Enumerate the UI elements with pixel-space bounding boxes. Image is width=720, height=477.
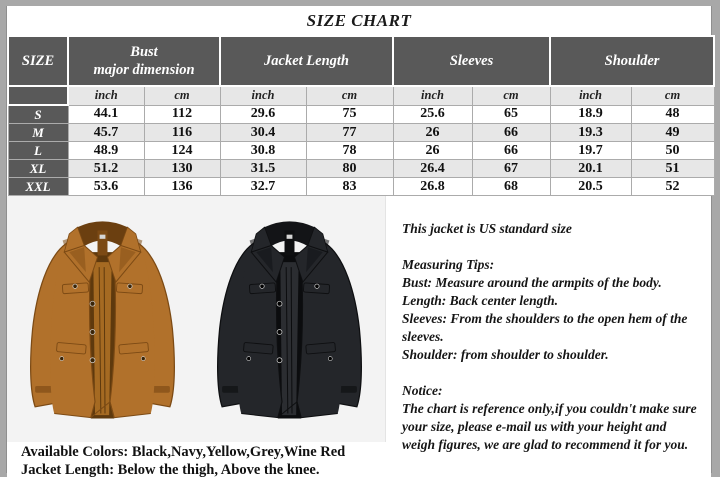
camel-coat-image — [11, 197, 194, 442]
col-header-size: SIZE — [7, 35, 69, 87]
product-photo — [7, 196, 386, 442]
black-coat-image — [198, 197, 381, 442]
table-cell: 45.7 — [67, 123, 145, 142]
tip-sleeves: Sleeves: From the shoulders to the open … — [402, 311, 688, 344]
table-cell: 124 — [143, 141, 221, 160]
table-cell: 65 — [471, 104, 551, 124]
table-cell: 26.8 — [392, 177, 473, 196]
table-cell: 26.4 — [392, 159, 473, 178]
table-cell: 32.7 — [219, 177, 307, 196]
size-row-s: S 44.1 112 29.6 75 25.6 65 18.9 48 — [7, 104, 715, 124]
table-cell: 25.6 — [392, 104, 473, 124]
notice-text: The chart is reference only,if you could… — [402, 401, 697, 452]
tip-length: Length: Back center length. — [402, 293, 558, 308]
table-cell: 75 — [305, 104, 394, 124]
table-cell: 49 — [630, 123, 715, 142]
table-cell: 66 — [471, 123, 551, 142]
page-title: SIZE CHART — [306, 10, 412, 30]
table-cell: 130 — [143, 159, 221, 178]
table-cell: 18.9 — [549, 104, 632, 124]
info-panel: This jacket is US standard size Measurin… — [386, 196, 711, 477]
table-cell — [7, 85, 69, 106]
table-cell: 80 — [305, 159, 394, 178]
table-cell: 19.7 — [549, 141, 632, 160]
table-cell: 67 — [471, 159, 551, 178]
table-cell: 48 — [630, 104, 715, 124]
size-row-xxl: XXL 53.6 136 32.7 83 26.8 68 20.5 52 — [7, 177, 715, 196]
table-cell: 19.3 — [549, 123, 632, 142]
table-cell: 66 — [471, 141, 551, 160]
main-row: Available Colors: Black,Navy,Yellow,Grey… — [7, 196, 711, 477]
product-column: Available Colors: Black,Navy,Yellow,Grey… — [7, 196, 386, 477]
table-cell: 48.9 — [67, 141, 145, 160]
available-colors-text: Available Colors: Black,Navy,Yellow,Grey… — [21, 444, 346, 460]
title-band: SIZE CHART — [7, 6, 711, 35]
size-label: M — [7, 123, 69, 142]
table-cell: 30.4 — [219, 123, 307, 142]
tip-bust: Bust: Measure around the armpits of the … — [402, 275, 662, 290]
size-label: L — [7, 141, 69, 160]
unit-label: inch — [219, 85, 307, 106]
table-cell: 83 — [305, 177, 394, 196]
product-footer: Available Colors: Black,Navy,Yellow,Grey… — [7, 442, 386, 477]
table-cell: 68 — [471, 177, 551, 196]
unit-label: cm — [630, 85, 715, 106]
unit-label: cm — [471, 85, 551, 106]
table-cell: 116 — [143, 123, 221, 142]
unit-label: cm — [305, 85, 394, 106]
measuring-tips-heading: Measuring Tips: — [402, 257, 495, 272]
size-label: S — [7, 104, 69, 124]
content-area: SIZE CHART SIZE Bust major dimension Jac… — [6, 6, 716, 477]
size-label: XL — [7, 159, 69, 178]
table-cell: 51.2 — [67, 159, 145, 178]
notice-heading: Notice: — [402, 383, 443, 398]
table-cell: 20.5 — [549, 177, 632, 196]
table-cell: 31.5 — [219, 159, 307, 178]
table-cell: 26 — [392, 123, 473, 142]
table-cell: 26 — [392, 141, 473, 160]
unit-label: inch — [67, 85, 145, 106]
table-cell: 77 — [305, 123, 394, 142]
col-header-shoulder: Shoulder — [549, 35, 716, 87]
unit-row: inch cm inch cm inch cm inch cm — [7, 85, 715, 106]
table-cell: 78 — [305, 141, 394, 160]
unit-label: inch — [549, 85, 632, 106]
table-cell: 30.8 — [219, 141, 307, 160]
table-cell: 44.1 — [67, 104, 145, 124]
table-cell: 136 — [143, 177, 221, 196]
table-cell: 50 — [630, 141, 715, 160]
col-header-jacket-length: Jacket Length — [218, 35, 395, 87]
table-cell: 112 — [143, 104, 221, 124]
size-row-m: M 45.7 116 30.4 77 26 66 19.3 49 — [7, 123, 715, 142]
unit-label: cm — [143, 85, 221, 106]
col-header-sleeves: Sleeves — [392, 35, 552, 87]
table-cell: 20.1 — [549, 159, 632, 178]
tip-shoulder: Shoulder: from shoulder to shoulder. — [402, 347, 609, 362]
size-label: XXL — [7, 177, 69, 196]
jacket-length-text: Jacket Length: Below the thigh, Above th… — [21, 462, 320, 477]
table-cell: 29.6 — [219, 104, 307, 124]
standard-size-text: This jacket is US standard size — [402, 221, 572, 236]
size-row-xl: XL 51.2 130 31.5 80 26.4 67 20.1 51 — [7, 159, 715, 178]
col-header-bust: Bust major dimension — [67, 35, 221, 87]
unit-label: inch — [392, 85, 473, 106]
size-row-l: L 48.9 124 30.8 78 26 66 19.7 50 — [7, 141, 715, 160]
header-row: SIZE Bust major dimension Jacket Length … — [7, 35, 716, 87]
table-cell: 51 — [630, 159, 715, 178]
table-cell: 52 — [630, 177, 715, 196]
size-table: SIZE Bust major dimension Jacket Length … — [7, 35, 716, 196]
table-cell: 53.6 — [67, 177, 145, 196]
